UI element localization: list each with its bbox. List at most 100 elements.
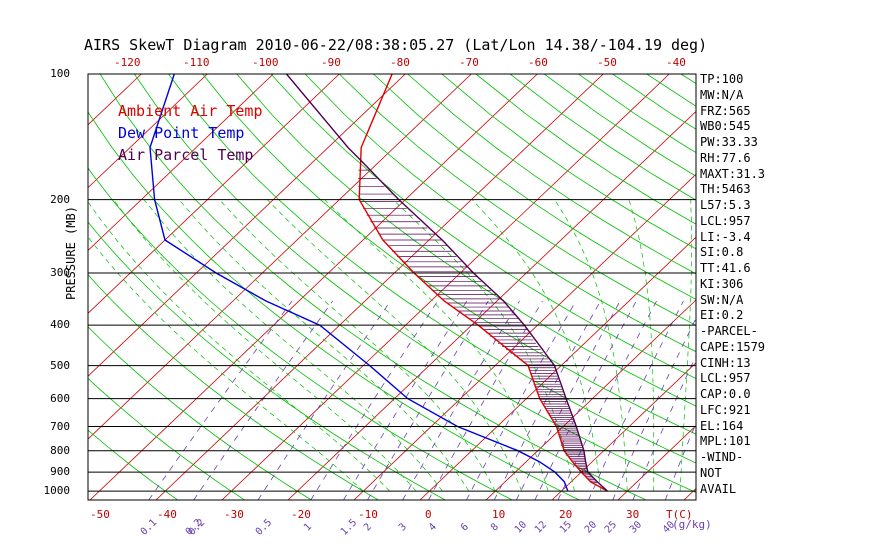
- mixing-ratio-line: [466, 300, 577, 500]
- bottom-temp-tick-label: 30: [626, 508, 640, 521]
- isotherm-line: [816, 74, 870, 500]
- bottom-temp-unit-label: T(C): [666, 508, 693, 521]
- index-item: CAPE:1579: [700, 339, 766, 354]
- bottom-temp-tick-label: -30: [224, 508, 244, 521]
- pressure-tick-label: 300: [50, 266, 70, 280]
- top-temp-tick-label: -60: [528, 56, 548, 69]
- index-item: MAXT:31.3: [700, 166, 766, 181]
- top-temp-tick-label: -50: [597, 56, 617, 69]
- parcel-temp-line: [285, 74, 608, 492]
- index-item: CINH:13: [700, 355, 751, 370]
- isotherm-line: [88, 74, 472, 440]
- top-temp-tick-label: -110: [183, 56, 210, 69]
- mixing-ratio-line: [310, 300, 439, 500]
- dry-adiabat-line: [88, 377, 245, 500]
- index-item: TH:5463: [700, 182, 751, 197]
- index-item: RH:77.6: [700, 150, 751, 165]
- chart-title: AIRS SkewT Diagram 2010-06-22/08:38:05.2…: [84, 36, 708, 54]
- top-temp-tick-label: -70: [459, 56, 479, 69]
- pressure-tick-label: 400: [50, 318, 70, 332]
- dry-adiabat-line: [88, 111, 580, 500]
- mixing-ratio-unit-label: (g/kg): [672, 518, 712, 531]
- index-item: SI:0.8: [700, 245, 744, 260]
- bottom-temp-tick-label: -40: [157, 508, 177, 521]
- isotherm-line: [88, 74, 208, 189]
- dry-adiabat-line: [168, 74, 696, 464]
- isotherm-line: [0, 74, 9, 500]
- dry-adiabat-line: [202, 74, 696, 435]
- index-item: L57:5.3: [700, 198, 751, 212]
- index-item: EL:164: [700, 418, 744, 433]
- isotherm-line: [287, 110, 696, 500]
- index-item: -WIND-: [700, 450, 744, 464]
- legend-dew-point-temp: Dew Point Temp: [118, 124, 245, 142]
- index-item: LI:-3.4: [700, 229, 751, 244]
- moist-adiabat-line: [324, 199, 549, 492]
- index-item: PW:33.33: [700, 135, 758, 149]
- mixing-ratio-line: [588, 300, 684, 500]
- dry-adiabat-line: [441, 74, 696, 250]
- dry-adiabat-line: [88, 429, 178, 500]
- mixing-ratio-line: [557, 300, 657, 500]
- bottom-temp-tick-label: -20: [291, 508, 311, 521]
- mixing-ratio-line: [257, 300, 391, 500]
- pressure-tick-label: 200: [50, 192, 70, 206]
- isotherm-line: [551, 362, 696, 500]
- top-temp-tick-label: -120: [114, 56, 141, 69]
- top-temp-tick-label: -90: [321, 56, 341, 69]
- isotherm-line: [88, 74, 274, 252]
- top-temp-tick-label: -80: [390, 56, 410, 69]
- index-item: TP:100: [700, 72, 744, 86]
- index-item: LFC:921: [700, 402, 751, 417]
- mixing-ratio-line: [193, 300, 333, 500]
- dry-adiabat-line: [88, 326, 312, 500]
- isotherm-line: [750, 74, 870, 500]
- dry-adiabat-line: [407, 74, 696, 275]
- chart-axes: [87, 73, 697, 501]
- pressure-tick-label: 600: [50, 391, 70, 405]
- index-item: SW:N/A: [700, 292, 744, 307]
- isotherm-line: [617, 425, 696, 500]
- isotherm-line: [88, 74, 406, 377]
- index-item: EI:0.2: [700, 308, 744, 323]
- isotherm-line: [88, 74, 340, 314]
- dry-adiabat-line: [339, 74, 696, 326]
- index-item: MW:N/A: [700, 87, 744, 102]
- isotherm-line: [89, 74, 538, 500]
- dry-adiabat-line: [88, 167, 513, 500]
- isotherm-line: [221, 74, 670, 500]
- pressure-tick-label: 800: [50, 443, 70, 457]
- top-temp-tick-label: -100: [252, 56, 279, 69]
- isotherm-line: [155, 74, 604, 500]
- mixing-ratio-line: [148, 300, 293, 500]
- top-temp-tick-label: -40: [666, 56, 686, 69]
- bottom-temp-tick-label: 0: [425, 508, 432, 521]
- pressure-tick-label: 700: [50, 419, 70, 433]
- bottom-temp-tick-label: 10: [492, 508, 506, 521]
- pressure-tick-label: 100: [50, 67, 70, 80]
- moist-adiabat-line: [219, 199, 496, 492]
- bottom-temp-tick-label: -50: [90, 508, 110, 521]
- pressure-tick-label: 500: [50, 358, 70, 372]
- index-item: WB0:545: [700, 119, 751, 134]
- index-item: KI:306: [700, 276, 744, 291]
- dry-adiabat-line: [88, 274, 379, 500]
- index-item: -PARCEL-: [700, 324, 758, 338]
- dry-adiabat-line: [646, 74, 696, 107]
- moist-adiabat-line: [267, 199, 523, 492]
- index-item: AVAIL: [700, 481, 737, 496]
- moist-adiabat-line: [88, 201, 390, 492]
- dry-adiabat-line: [133, 74, 696, 493]
- pressure-tick-label: 1000: [43, 484, 71, 498]
- cape-hatching: [358, 169, 599, 483]
- index-item: LCL:957: [700, 213, 751, 228]
- plot-frame: [87, 73, 697, 501]
- isotherm-line: [419, 236, 696, 500]
- dry-adiabat-line: [88, 221, 446, 500]
- index-item: LCL:957: [700, 371, 751, 386]
- index-item: NOT: [700, 465, 722, 480]
- y-axis-label: PRESSURE (MB): [64, 206, 78, 300]
- index-item: CAP:0.0: [700, 387, 751, 401]
- isotherm-line: [485, 299, 696, 500]
